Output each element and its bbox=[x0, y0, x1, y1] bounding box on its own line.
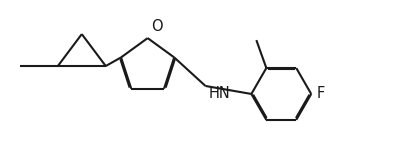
Text: F: F bbox=[316, 86, 324, 101]
Text: HN: HN bbox=[209, 86, 230, 101]
Text: O: O bbox=[152, 19, 163, 34]
